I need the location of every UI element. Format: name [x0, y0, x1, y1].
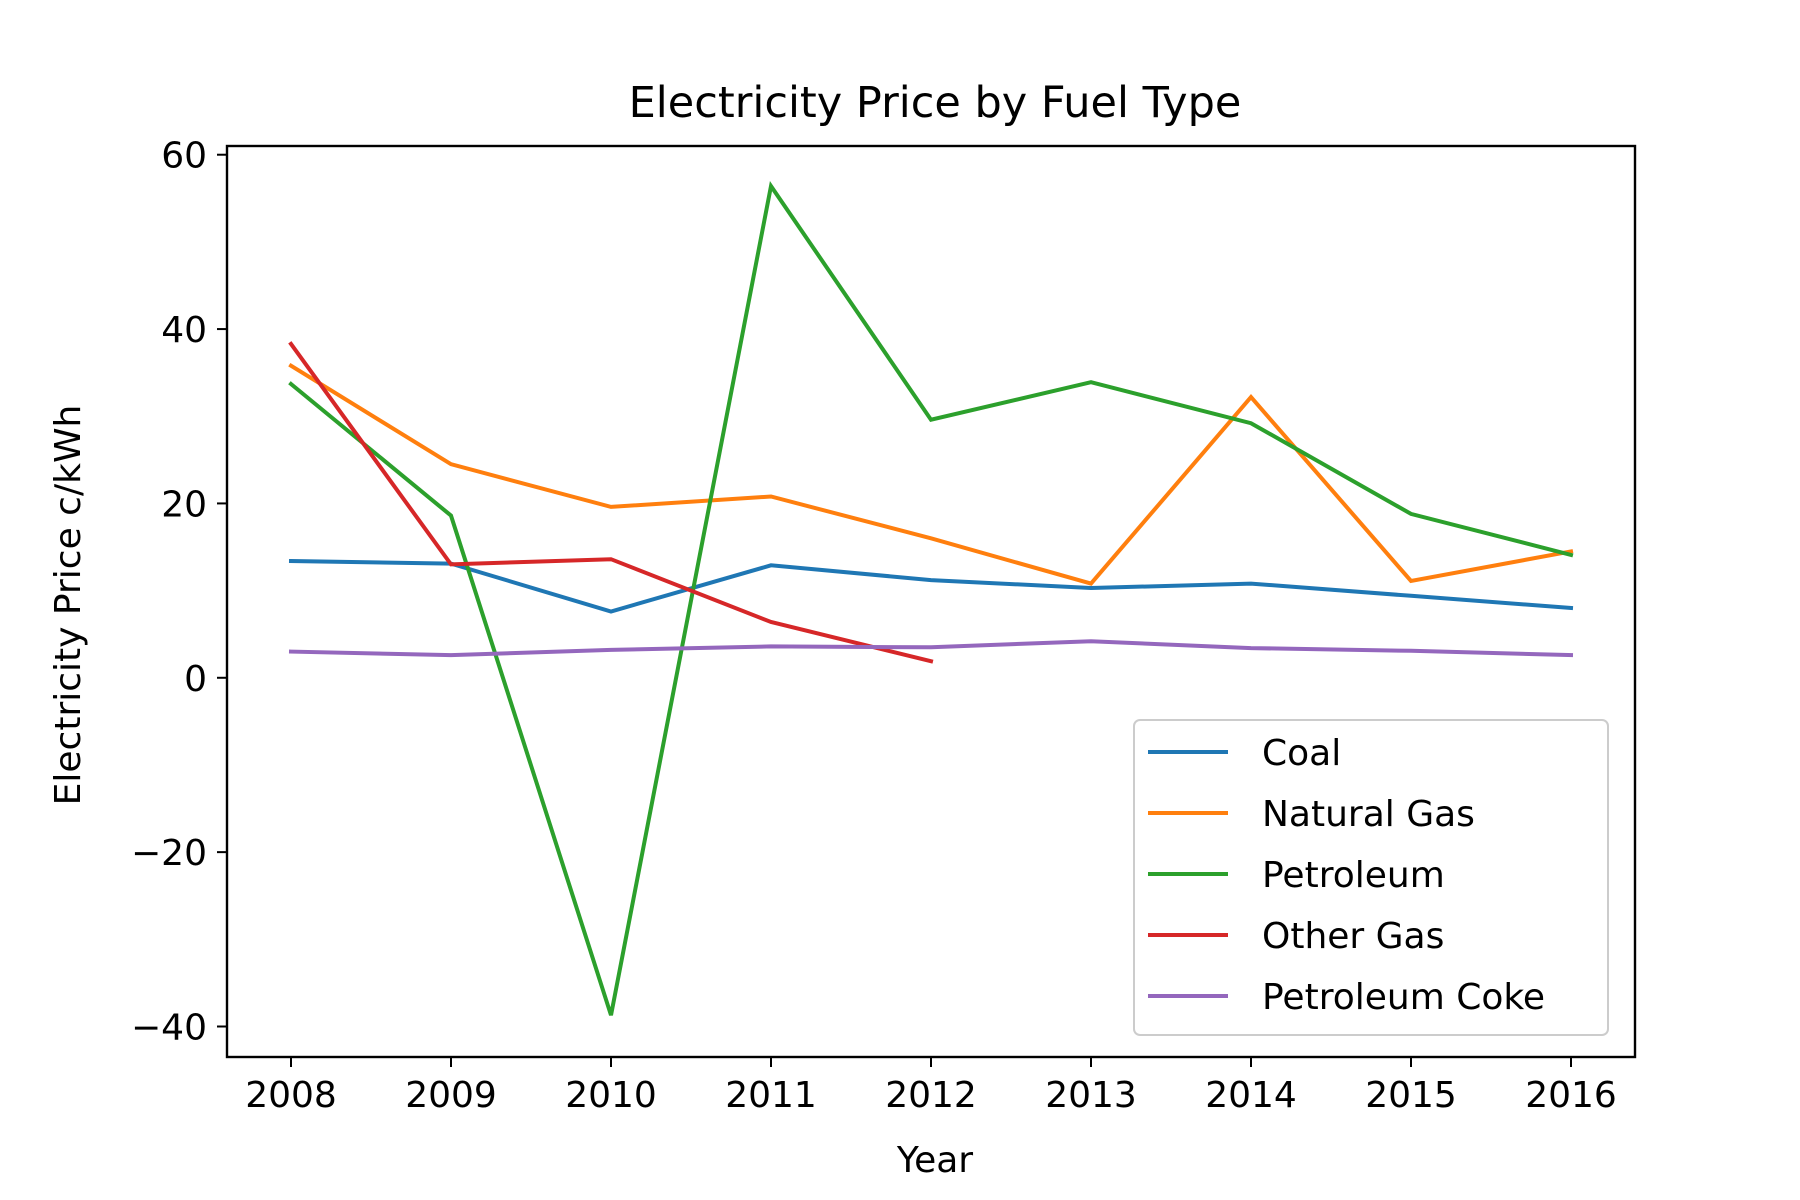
legend-items: Coal Natural Gas Petroleum Other Gas Petrole… [1148, 733, 1545, 1018]
x-tick-label: 2008 [245, 1075, 337, 1116]
legend-label-petroleum: Petroleum [1262, 855, 1445, 896]
legend: Coal Natural Gas Petroleum Other Gas Petrole… [1133, 719, 1609, 1036]
x-tick-label: 2011 [725, 1075, 817, 1116]
y-tick-label: 40 [161, 310, 207, 351]
chart-title: Electricity Price by Fuel Type [629, 78, 1242, 128]
legend-label-petroleum-coke: Petroleum Coke [1262, 977, 1545, 1018]
series-line-other-gas [288, 341, 934, 664]
legend-label-other-gas: Other Gas [1262, 916, 1444, 957]
x-tick-label: 2015 [1365, 1075, 1457, 1116]
series-line-petroleum-coke [288, 639, 1574, 658]
legend-label-natural-gas: Natural Gas [1262, 794, 1475, 835]
x-tick-label: 2014 [1205, 1075, 1297, 1116]
y-tick-label: 0 [184, 659, 207, 700]
x-tick-label: 2010 [565, 1075, 657, 1116]
x-tick-label: 2013 [1045, 1075, 1137, 1116]
y-tick-label: −40 [131, 1007, 207, 1048]
y-tick-label: 20 [161, 484, 207, 525]
series-line-petroleum [288, 181, 1574, 1016]
y-axis: 60 40 20 0 −20 −40 [131, 136, 227, 1048]
legend-box [1133, 719, 1609, 1036]
series-line-natural-gas [288, 362, 1574, 586]
y-tick-label: 60 [161, 136, 207, 177]
legend-label-coal: Coal [1262, 733, 1341, 774]
x-tick-label: 2016 [1525, 1075, 1617, 1116]
y-tick-label: −20 [131, 833, 207, 874]
series-line-coal [288, 558, 1574, 614]
x-axis: 2008 2009 2010 2011 2012 2013 2014 2015 2016 [245, 1057, 1617, 1116]
series-layer [288, 181, 1574, 1016]
x-tick-label: 2009 [405, 1075, 497, 1116]
x-axis-label: Year [896, 1140, 973, 1181]
x-tick-label: 2012 [885, 1075, 977, 1116]
y-axis-label: Electricity Price c/kWh [48, 405, 89, 806]
